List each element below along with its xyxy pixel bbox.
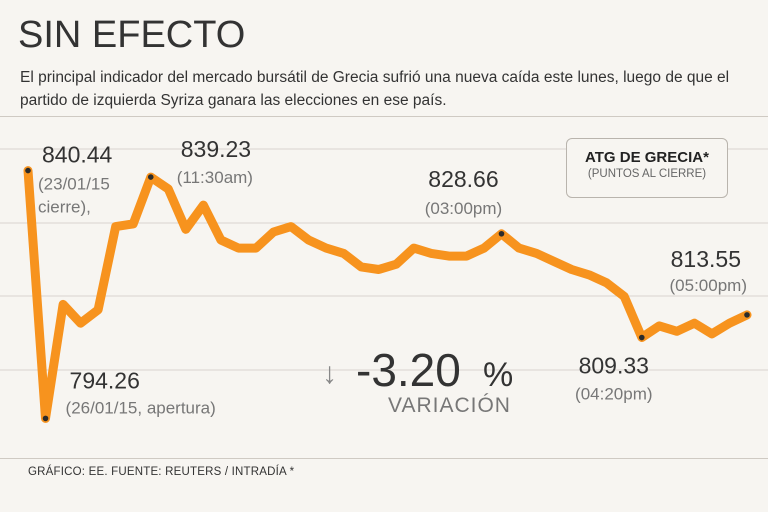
point-time-label: (04:20pm) [575, 385, 652, 404]
chart-title: SIN EFECTO [18, 14, 246, 56]
data-point [638, 334, 645, 341]
data-point [498, 230, 505, 237]
point-time-label: (26/01/15, apertura) [66, 398, 216, 417]
data-point [744, 312, 750, 318]
point-value-label: 809.33 [579, 353, 649, 379]
point-value-label: 828.66 [428, 166, 498, 192]
point-value-label: 840.44 [42, 142, 113, 168]
point-time-label: (23/01/15 [38, 175, 110, 194]
data-point [147, 174, 154, 180]
variation-value: -3.20 [356, 344, 461, 396]
point-value-label: 794.26 [70, 367, 140, 393]
down-arrow-icon: ↓ [322, 357, 337, 390]
top-divider [0, 116, 768, 117]
point-time-label: (11:30am) [177, 168, 253, 187]
variation-label: VARIACIÓN [388, 394, 511, 417]
legend-subtitle: (PUNTOS AL CIERRE) [587, 168, 707, 180]
data-points [25, 167, 750, 422]
chart-subtitle: El principal indicador del mercado bursá… [20, 69, 730, 109]
point-time-label: cierre), [38, 198, 91, 217]
legend-title: ATG DE GRECIA* [585, 149, 709, 166]
bottom-divider [0, 458, 768, 459]
series-line [23, 166, 752, 423]
legend-box: ATG DE GRECIA* (PUNTOS AL CIERRE) [566, 138, 728, 198]
point-time-label: (03:00pm) [425, 199, 502, 218]
annotations: 840.44 (23/01/15 cierre), 794.26 (26/01/15, … [38, 136, 747, 417]
point-value-label: 813.55 [671, 246, 741, 272]
point-time-label: (05:00pm) [670, 276, 747, 295]
source-note: GRÁFICO: EE. FUENTE: REUTERS / INTRADÍA … [28, 466, 295, 478]
data-point [42, 415, 49, 422]
point-value-label: 839.23 [181, 136, 251, 162]
variation-unit: % [483, 356, 513, 394]
data-point [25, 167, 31, 174]
